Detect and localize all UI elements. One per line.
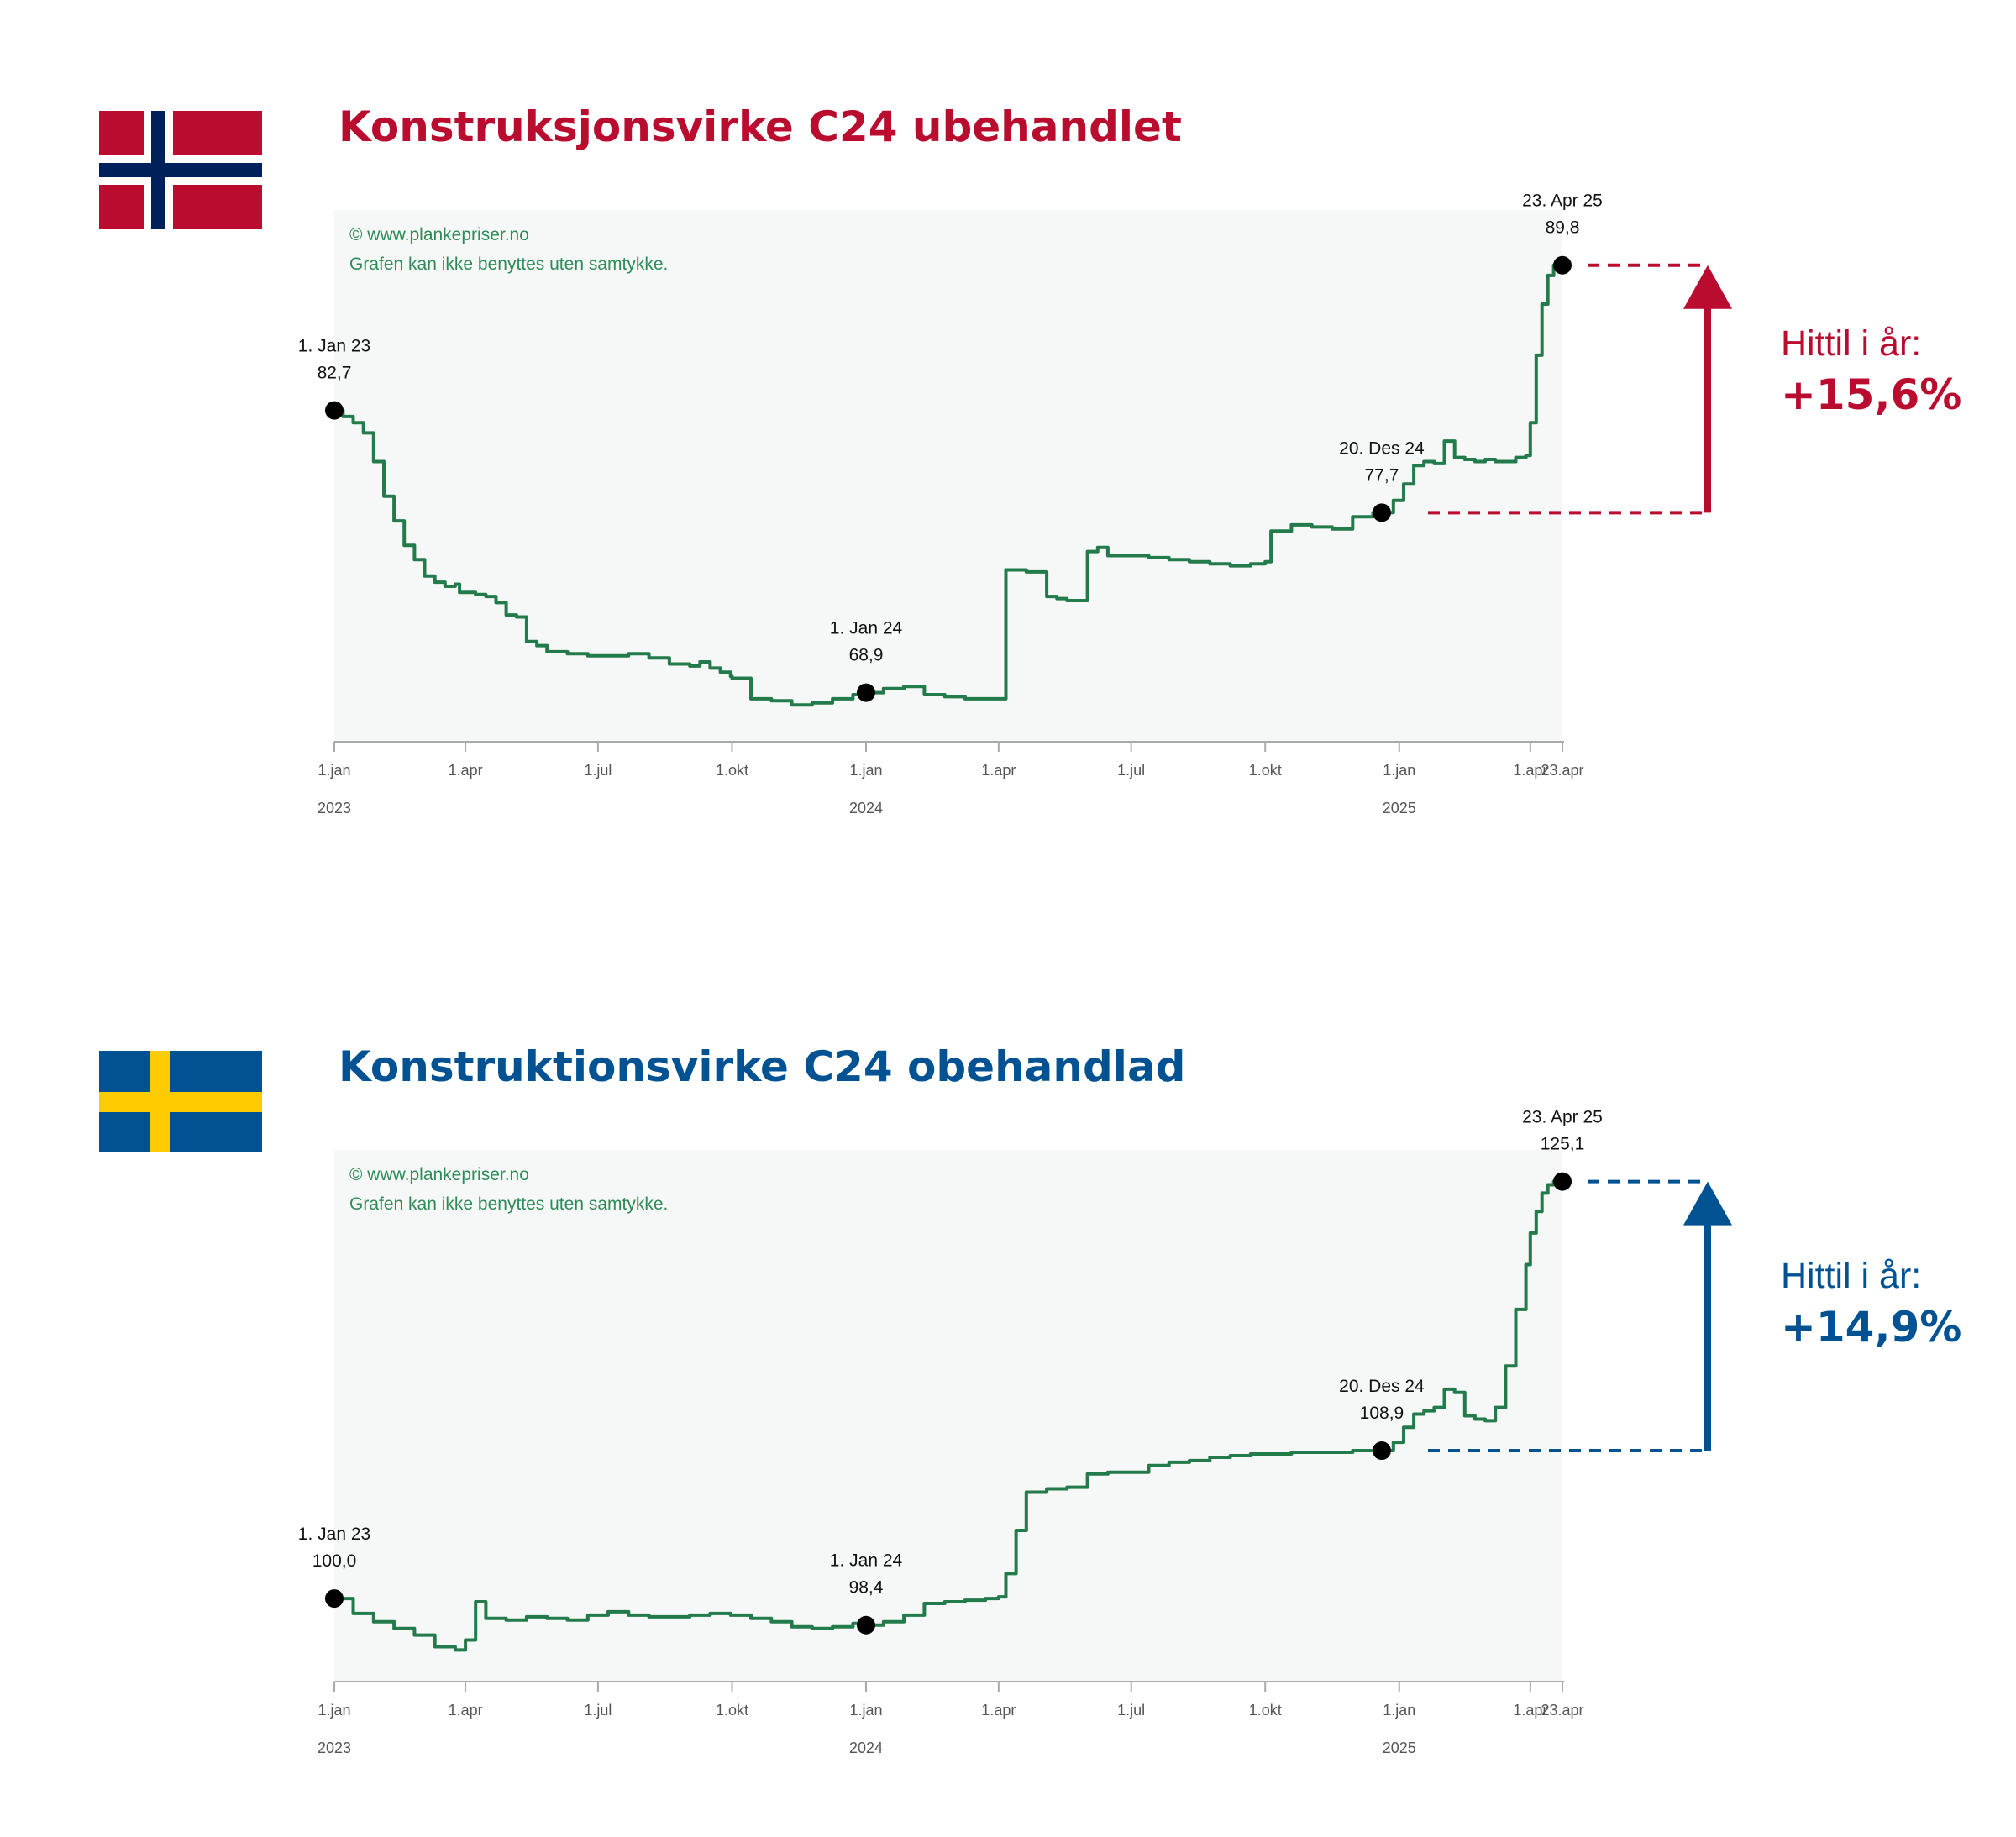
x-tick-label: 1.okt [716, 762, 748, 779]
highlight-markers: 1. Jan 23 82,7 1. Jan 24 68,9 20. Des 24 77,7… [298, 192, 1603, 702]
x-tick-label: 1.jan [849, 762, 882, 779]
x-tick-label: 1.apr [1513, 762, 1547, 779]
x-tick-label: 1.jul [1117, 1702, 1145, 1719]
x-tick-label: 23.apr [1541, 1702, 1583, 1719]
highlight-markers: 1. Jan 23 100,0 1. Jan 24 98,4 20. Des 24 108… [298, 1108, 1603, 1635]
marker-dot [1553, 255, 1572, 275]
norway-flag-icon [99, 111, 262, 229]
x-tick-label: 1.apr [1513, 1702, 1547, 1719]
x-year-label: 2024 [849, 1740, 883, 1756]
marker-date-label: 23. Apr 25 [1522, 1108, 1603, 1127]
plot-area [334, 1150, 1562, 1682]
x-tick-label: 23.apr [1541, 762, 1583, 779]
x-tick-label: 1.jan [318, 1702, 350, 1719]
marker-2: 20. Des 24 108,9 [1339, 1377, 1425, 1461]
x-tick-label: 1.okt [1249, 762, 1282, 779]
ytd-change-indicator: Hittil i år: +14,9% [1428, 1179, 1961, 1453]
watermark-notice: Grafen kan ikke benyttes uten samtykke. [349, 1194, 668, 1214]
ytd-label: Hittil i år: [1781, 323, 1921, 364]
x-tick-label: 1.jan [849, 1702, 882, 1719]
marker-dot [1372, 1441, 1391, 1461]
ytd-value: +15,6% [1781, 370, 1961, 419]
x-tick-label: 1.okt [1249, 1702, 1282, 1719]
x-year-label: 2025 [1383, 800, 1416, 816]
sweden-flag-icon [99, 1051, 262, 1152]
flag-cross-horizontal-inner [99, 163, 262, 177]
x-tick-label: 1.jan [1383, 762, 1415, 779]
chart-title: Konstruksjonsvirke C24 ubehandlet [339, 102, 1182, 151]
x-tick-label: 1.jul [584, 1702, 612, 1719]
x-year-label: 2023 [318, 800, 351, 816]
marker-value-label: 98,4 [849, 1578, 884, 1598]
x-tick-label: 1.apr [449, 762, 483, 779]
x-axis-ticks: 1.jan 1.apr 1.jul 1.okt 1.jan 1.apr 1.jul 1.okt… [318, 742, 1584, 816]
x-tick-label: 1.jul [584, 762, 612, 779]
marker-value-label: 77,7 [1365, 465, 1399, 485]
x-tick-label: 1.jul [1117, 762, 1145, 779]
plot-area [334, 210, 1562, 742]
price-series-line [334, 263, 1564, 707]
chart-title: Konstruktionsvirke C24 obehandlad [339, 1042, 1185, 1091]
watermark-notice: Grafen kan ikke benyttes uten samtykke. [349, 255, 668, 274]
marker-value-label: 82,7 [318, 364, 352, 383]
marker-3: 23. Apr 25 89,8 [1522, 192, 1603, 275]
sweden-chart-panel: Konstruktionsvirke C24 obehandlad © www.… [99, 1042, 1961, 1756]
marker-date-label: 1. Jan 24 [830, 1551, 903, 1571]
marker-dot [1372, 503, 1391, 522]
marker-dot [325, 401, 344, 420]
marker-date-label: 20. Des 24 [1339, 1377, 1425, 1396]
watermark-copyright: © www.plankepriser.no [349, 1165, 529, 1184]
marker-value-label: 100,0 [312, 1551, 357, 1571]
x-tick-label: 1.apr [981, 762, 1016, 779]
x-tick-label: 1.jan [318, 762, 350, 779]
x-axis-ticks: 1.jan 1.apr 1.jul 1.okt 1.jan 1.apr 1.jul 1.okt… [318, 1682, 1584, 1756]
marker-3: 23. Apr 25 125,1 [1522, 1108, 1603, 1191]
marker-2: 20. Des 24 77,7 [1339, 438, 1425, 522]
ytd-label: Hittil i år: [1781, 1256, 1921, 1296]
marker-value-label: 89,8 [1546, 218, 1580, 238]
marker-dot [857, 683, 876, 702]
marker-value-label: 108,9 [1360, 1404, 1404, 1423]
ytd-change-indicator: Hittil i år: +15,6% [1428, 263, 1961, 515]
marker-dot [325, 1589, 344, 1609]
x-tick-label: 1.apr [449, 1702, 483, 1719]
marker-date-label: 20. Des 24 [1339, 438, 1425, 458]
x-tick-label: 1.jan [1383, 1702, 1415, 1719]
marker-date-label: 1. Jan 23 [298, 337, 370, 356]
flag-cross-horizontal [99, 1092, 262, 1112]
marker-0: 1. Jan 23 82,7 [298, 337, 370, 420]
norway-chart-panel: Konstruksjonsvirke C24 ubehandlet © www.… [99, 102, 1961, 816]
marker-1: 1. Jan 24 68,9 [830, 619, 903, 702]
marker-1: 1. Jan 24 98,4 [830, 1551, 903, 1635]
watermark-copyright: © www.plankepriser.no [349, 225, 529, 244]
x-tick-label: 1.apr [981, 1702, 1016, 1719]
marker-dot [1553, 1172, 1572, 1191]
x-year-label: 2024 [849, 800, 883, 816]
marker-dot [857, 1615, 876, 1635]
marker-date-label: 23. Apr 25 [1522, 192, 1603, 211]
marker-0: 1. Jan 23 100,0 [298, 1525, 370, 1609]
marker-date-label: 1. Jan 23 [298, 1525, 370, 1544]
ytd-value: +14,9% [1781, 1303, 1961, 1352]
marker-value-label: 68,9 [849, 646, 884, 665]
price-series-line [334, 1179, 1564, 1652]
ytd-arrow-up-icon [1683, 265, 1732, 309]
marker-value-label: 125,1 [1541, 1135, 1585, 1154]
x-tick-label: 1.okt [716, 1702, 748, 1719]
x-year-label: 2025 [1383, 1740, 1416, 1756]
marker-date-label: 1. Jan 24 [830, 619, 903, 638]
x-year-label: 2023 [318, 1740, 351, 1756]
ytd-arrow-up-icon [1683, 1181, 1732, 1226]
